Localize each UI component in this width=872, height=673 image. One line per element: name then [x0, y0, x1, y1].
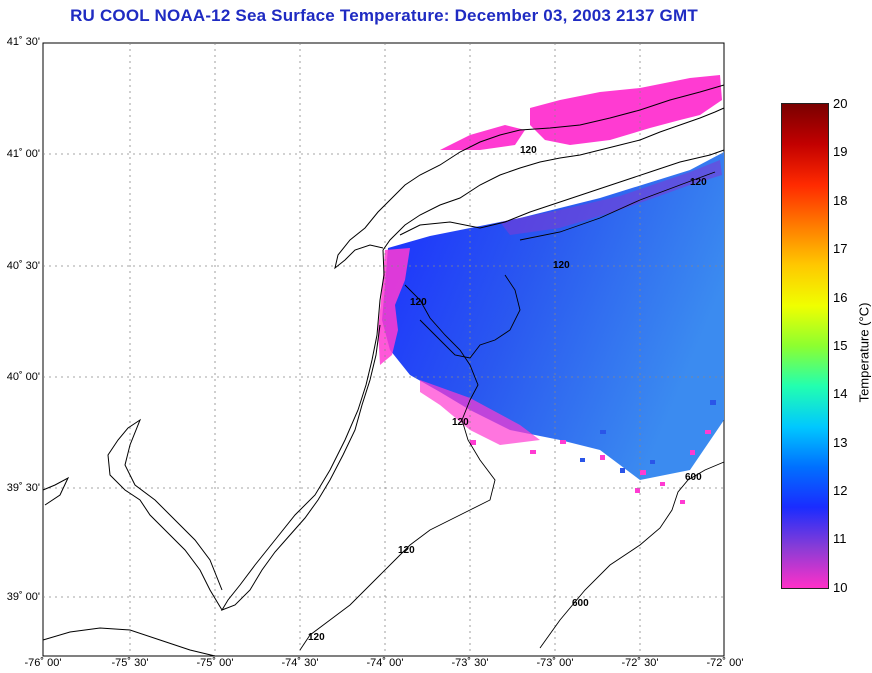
contour-label: 120 — [520, 145, 537, 156]
bathymetry-contours — [299, 171, 725, 651]
contour-label-group: 120 120 120 120 120 120 120 600 600 — [308, 145, 707, 643]
contour-label: 120 — [308, 632, 325, 643]
colorbar-tick: 17 — [833, 241, 848, 256]
colorbar-tick: 11 — [833, 531, 847, 546]
colorbar-tick: 18 — [833, 193, 848, 208]
sst-cool-edge — [378, 248, 410, 365]
lon-label: -72˚ 00' — [706, 657, 744, 669]
lat-label: 41˚ 00' — [6, 148, 40, 160]
contour-label: 120 — [452, 417, 469, 428]
sst-noise — [470, 430, 711, 504]
lat-label: 40˚ 30' — [6, 260, 40, 272]
colorbar-label: Temperature (°C) — [856, 302, 872, 403]
lon-label: -75˚ 00' — [196, 657, 234, 669]
lon-label: -73˚ 30' — [451, 657, 489, 669]
contour-label: 600 — [685, 472, 702, 483]
colorbar — [781, 103, 829, 589]
colorbar-tick: 19 — [833, 144, 848, 159]
sst-noise-blue — [580, 400, 716, 473]
lon-label: -74˚ 00' — [366, 657, 404, 669]
lat-label: 41˚ 30' — [6, 36, 40, 48]
contour-label: 120 — [398, 545, 415, 556]
lon-label: -75˚ 30' — [111, 657, 149, 669]
contour-label: 120 — [553, 260, 570, 271]
contour-label: 600 — [572, 598, 589, 609]
sst-north-patch — [530, 75, 722, 145]
lon-label: -74˚ 30' — [281, 657, 319, 669]
colorbar-tick: 16 — [833, 290, 848, 305]
lat-label: 39˚ 30' — [6, 482, 40, 494]
graticule — [43, 43, 724, 656]
lon-label: -72˚ 30' — [621, 657, 659, 669]
lon-label: -73˚ 00' — [536, 657, 574, 669]
contour-label: 120 — [690, 177, 707, 188]
colorbar-tick: 14 — [833, 386, 848, 401]
sst-north-patch-west — [440, 125, 525, 150]
colorbar-tick: 13 — [833, 435, 848, 450]
sst-purple-band — [500, 160, 722, 235]
lat-label: 40˚ 00' — [6, 371, 40, 383]
lat-label: 39˚ 00' — [6, 591, 40, 603]
coastline — [42, 84, 725, 657]
colorbar-tick: 12 — [833, 483, 848, 498]
lon-label: -76˚ 00' — [24, 657, 62, 669]
colorbar-tick: 10 — [833, 580, 848, 595]
map-title: RU COOL NOAA-12 Sea Surface Temperature:… — [70, 6, 698, 25]
sst-cool-edge-south — [420, 380, 540, 445]
colorbar-tick: 20 — [833, 96, 848, 111]
contour-label: 120 — [410, 297, 427, 308]
colorbar-tick: 15 — [833, 338, 848, 353]
